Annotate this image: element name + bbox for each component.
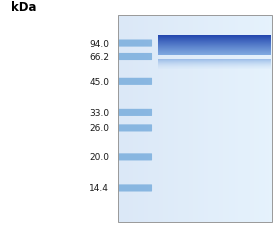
FancyBboxPatch shape xyxy=(119,125,152,132)
Text: 33.0: 33.0 xyxy=(89,108,109,117)
Text: 45.0: 45.0 xyxy=(89,77,109,87)
Text: kDa: kDa xyxy=(11,1,37,14)
FancyBboxPatch shape xyxy=(119,40,152,47)
Text: 66.2: 66.2 xyxy=(89,53,109,62)
Text: 26.0: 26.0 xyxy=(89,124,109,133)
FancyBboxPatch shape xyxy=(119,185,152,192)
FancyBboxPatch shape xyxy=(119,109,152,116)
Text: 14.4: 14.4 xyxy=(89,184,109,193)
Text: 20.0: 20.0 xyxy=(89,153,109,162)
FancyBboxPatch shape xyxy=(119,54,152,61)
Text: 94.0: 94.0 xyxy=(89,39,109,48)
FancyBboxPatch shape xyxy=(119,154,152,161)
FancyBboxPatch shape xyxy=(119,78,152,85)
Bar xyxy=(118,16,272,222)
